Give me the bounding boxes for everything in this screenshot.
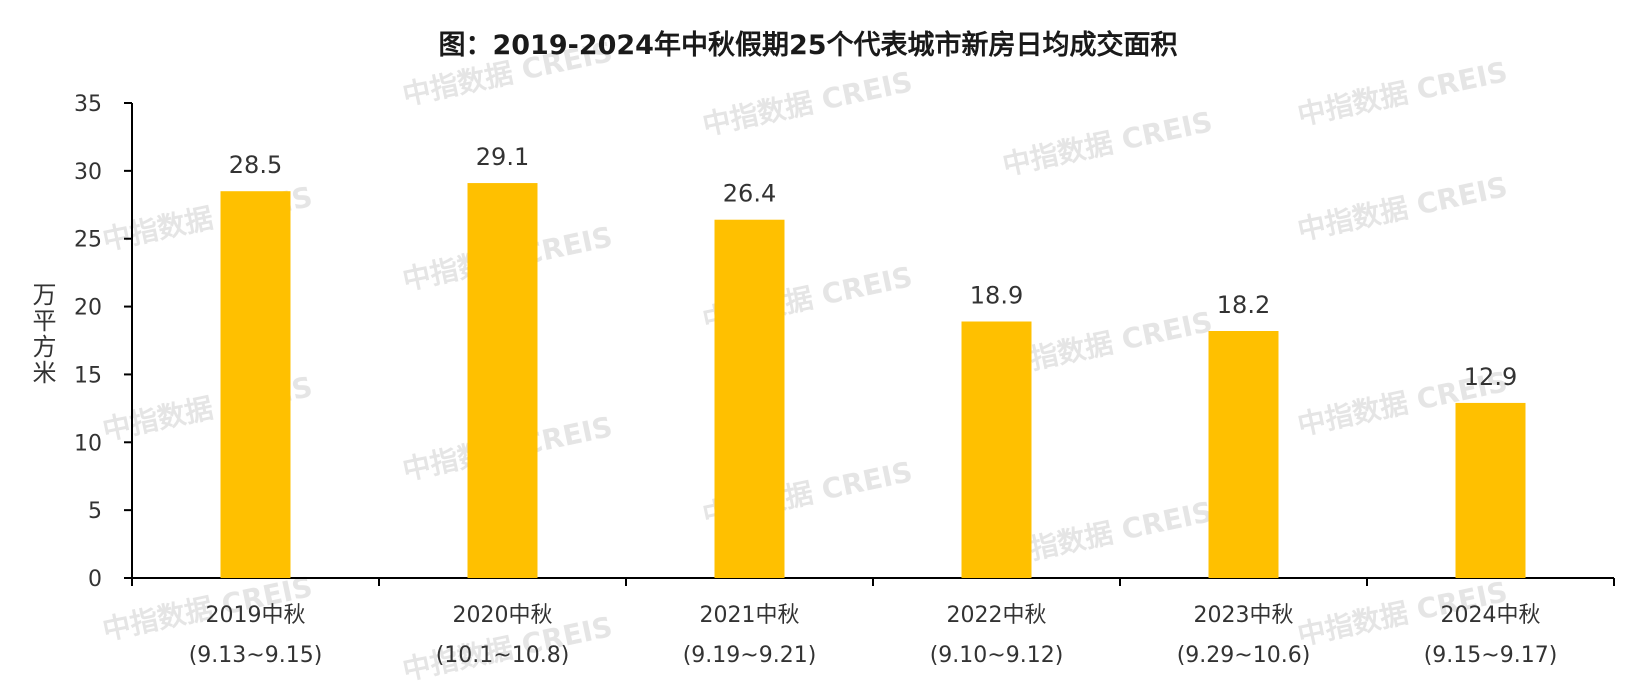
watermark-text: 中指数据 CREIS [1295,170,1511,247]
watermark-text: 中指数据 CREIS [1295,55,1511,132]
x-category-label: 2024中秋 [1441,603,1541,628]
bar-3 [714,219,785,578]
y-tick-label: 30 [74,160,102,185]
y-tick-label: 15 [74,363,102,388]
data-label-1: 28.5 [229,151,282,179]
chart-title: 图：2019-2024年中秋假期25个代表城市新房日均成交面积 [438,29,1177,61]
x-category-label: 2022中秋 [947,603,1047,628]
y-tick-label: 5 [88,499,102,524]
labels-layer: 28.5 2019中秋 (9.13~9.15) 29.1 2020中秋 (10.1~10.… [189,143,1558,668]
data-label-5: 18.2 [1217,291,1270,319]
y-tick-label: 10 [74,431,102,456]
x-category-label: 2020中秋 [453,603,553,628]
x-category-date-range: (9.10~9.12) [930,643,1064,668]
data-label-4: 18.9 [970,282,1023,310]
bar-1 [220,191,291,578]
x-category-label: 2021中秋 [700,603,800,628]
x-category-date-range: (9.13~9.15) [189,643,323,668]
bar-6 [1455,402,1526,578]
y-tick-label: 25 [74,228,102,253]
y-axis-label: 万平方米 [28,282,56,386]
y-tick-label: 35 [74,92,102,117]
x-category-label: 2019中秋 [206,603,306,628]
watermark-text: 中指数据 CREIS [1000,495,1216,572]
x-category-label: 2023中秋 [1194,603,1294,628]
watermark-text: 中指数据 CREIS [1000,105,1216,182]
watermark-layer: 中指数据 CREIS 中指数据 CREIS 中指数据 CREIS 中指数据 CREIS… [100,35,1511,687]
axes-layer: 0 5 10 15 20 25 30 35 [74,92,1615,592]
watermark-text: 中指数据 CREIS [700,65,916,142]
data-label-2: 29.1 [476,143,529,171]
bars-layer [220,183,1526,579]
data-label-3: 26.4 [723,180,776,208]
bar-4 [961,321,1032,578]
x-category-date-range: (9.19~9.21) [683,643,817,668]
y-tick-label: 20 [74,296,102,321]
y-tick-label: 0 [88,567,102,592]
bar-5 [1208,331,1279,578]
x-category-date-range: (10.1~10.8) [436,643,570,668]
x-category-date-range: (9.29~10.6) [1177,643,1311,668]
data-label-6: 12.9 [1464,363,1517,391]
x-category-date-range: (9.15~9.17) [1424,643,1558,668]
watermark-text: 中指数据 CREIS [1000,305,1216,382]
bar-2 [467,183,538,579]
